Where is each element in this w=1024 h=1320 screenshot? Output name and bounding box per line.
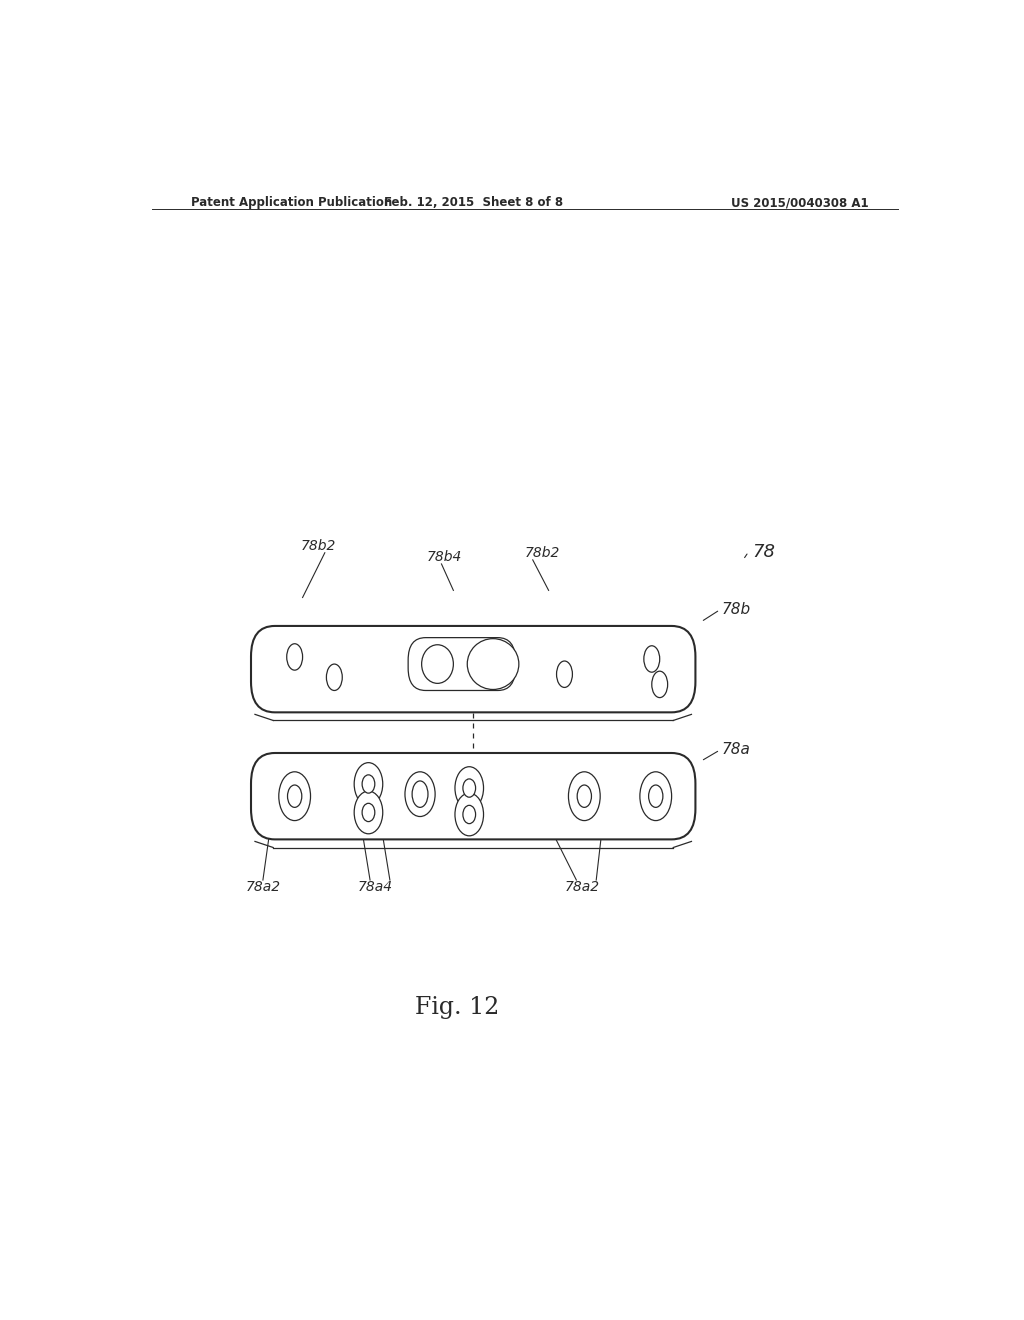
Ellipse shape xyxy=(288,785,302,808)
Ellipse shape xyxy=(279,772,310,821)
Text: 78a4: 78a4 xyxy=(358,880,393,894)
Text: Feb. 12, 2015  Sheet 8 of 8: Feb. 12, 2015 Sheet 8 of 8 xyxy=(384,195,563,209)
Ellipse shape xyxy=(648,785,663,808)
Text: US 2015/0040308 A1: US 2015/0040308 A1 xyxy=(731,195,868,209)
Ellipse shape xyxy=(422,644,454,684)
Ellipse shape xyxy=(412,781,428,808)
Ellipse shape xyxy=(467,639,519,689)
Text: Patent Application Publication: Patent Application Publication xyxy=(191,195,393,209)
FancyBboxPatch shape xyxy=(251,626,695,713)
Ellipse shape xyxy=(362,775,375,793)
Text: 78: 78 xyxy=(753,543,775,561)
Ellipse shape xyxy=(327,664,342,690)
Ellipse shape xyxy=(354,791,383,834)
FancyBboxPatch shape xyxy=(251,752,695,840)
Ellipse shape xyxy=(362,804,375,821)
Text: 78a2: 78a2 xyxy=(246,880,281,894)
Ellipse shape xyxy=(455,793,483,836)
Text: 78b: 78b xyxy=(722,602,751,618)
Text: 78a: 78a xyxy=(722,742,751,758)
Ellipse shape xyxy=(557,661,572,688)
Text: 78b2: 78b2 xyxy=(301,539,336,553)
Ellipse shape xyxy=(287,644,303,671)
Ellipse shape xyxy=(652,671,668,697)
Text: 78b2: 78b2 xyxy=(524,546,560,560)
Ellipse shape xyxy=(463,805,475,824)
Ellipse shape xyxy=(354,763,383,805)
Text: 78a2: 78a2 xyxy=(564,880,600,894)
FancyBboxPatch shape xyxy=(409,638,515,690)
Ellipse shape xyxy=(640,772,672,821)
Text: 78b4: 78b4 xyxy=(426,550,462,564)
Ellipse shape xyxy=(568,772,600,821)
Ellipse shape xyxy=(578,785,592,808)
Ellipse shape xyxy=(644,645,659,672)
Ellipse shape xyxy=(404,772,435,817)
Text: Fig. 12: Fig. 12 xyxy=(415,995,500,1019)
Ellipse shape xyxy=(463,779,475,797)
Ellipse shape xyxy=(455,767,483,809)
